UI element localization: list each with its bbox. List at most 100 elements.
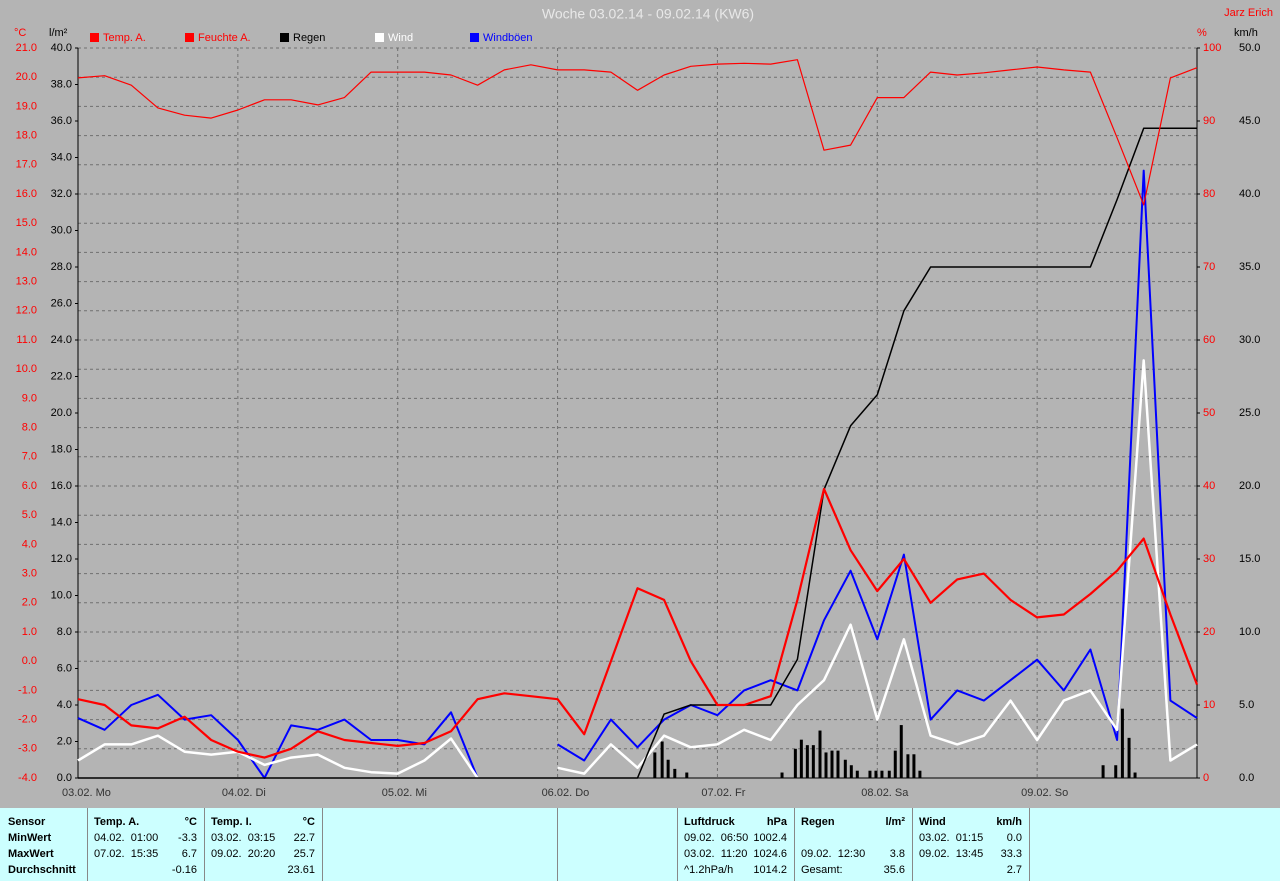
y-tick-label: -4.0 xyxy=(18,772,37,784)
y-tick-label: 70 xyxy=(1203,261,1215,273)
x-tick-label: 03.02. Mo xyxy=(62,787,111,799)
legend-label: Regen xyxy=(293,32,325,44)
y-tick-label: 5.0 xyxy=(1239,699,1254,711)
y-tick-label: 0 xyxy=(1203,772,1209,784)
rain-bar xyxy=(673,768,677,778)
cell-value: 1014.2 xyxy=(753,864,787,876)
y-tick-label: -3.0 xyxy=(18,743,37,755)
y-tick-label: 4.0 xyxy=(57,699,72,711)
cell-value: 2.7 xyxy=(1006,864,1022,876)
y-tick-label: 32.0 xyxy=(51,188,72,200)
legend-swatch xyxy=(90,33,99,42)
y-tick-label: -1.0 xyxy=(18,684,37,696)
y-axis-label: °C xyxy=(14,27,26,39)
rain-bar xyxy=(912,754,916,778)
rain-bar xyxy=(685,772,689,778)
rain-bar xyxy=(1101,765,1105,778)
y-tick-label: 50 xyxy=(1203,407,1215,419)
rain-bar xyxy=(868,770,872,778)
block-header: Luftdruck xyxy=(684,816,735,828)
y-tick-label: 2.0 xyxy=(22,597,37,609)
rain-bar xyxy=(1127,737,1131,778)
y-tick-label: 8.0 xyxy=(57,626,72,638)
x-tick-label: 08.02. Sa xyxy=(861,787,909,799)
cell-label: 03.02. 11:20 xyxy=(684,848,748,860)
stats-table: Sensor MinWert MaxWert Durchschnitt Temp. A.… xyxy=(0,808,1280,881)
y-tick-label: 30 xyxy=(1203,553,1215,565)
y-tick-label: 24.0 xyxy=(51,334,72,346)
legend-label: Temp. A. xyxy=(103,32,146,44)
y-tick-label: 0.0 xyxy=(22,655,37,667)
cell-value: 3.8 xyxy=(889,848,905,860)
rain-bar xyxy=(1114,765,1118,778)
chart-title: Woche 03.02.14 - 09.02.14 (KW6) xyxy=(542,6,754,22)
rain-bar xyxy=(893,750,897,778)
y-tick-label: 0.0 xyxy=(1239,772,1254,784)
author: Jarz Erich xyxy=(1224,7,1273,19)
y-tick-label: 35.0 xyxy=(1239,261,1260,273)
block-unit: km/h xyxy=(996,816,1022,828)
y-tick-label: 9.0 xyxy=(22,392,37,404)
column-divider xyxy=(0,808,88,881)
y-tick-label: 10.0 xyxy=(51,589,72,601)
y2-axis-label: % xyxy=(1197,27,1207,39)
y-tick-label: 17.0 xyxy=(16,159,37,171)
cell-label: 09.02. 06:50 xyxy=(684,832,749,844)
y-tick-label: 3.0 xyxy=(22,568,37,580)
cell-label: ^1.2hPa/h xyxy=(684,864,734,876)
rain-bar xyxy=(818,730,822,778)
chart: Woche 03.02.14 - 09.02.14 (KW6) Jarz Eri… xyxy=(14,6,1273,799)
y-tick-label: 100 xyxy=(1203,42,1221,54)
cell-value: 6.7 xyxy=(181,848,197,860)
rain-bar xyxy=(780,772,784,778)
y-tick-label: -2.0 xyxy=(18,714,37,726)
column-divider xyxy=(678,808,795,881)
y-tick-label: 22.0 xyxy=(51,370,72,382)
rain-bar xyxy=(906,754,910,778)
y-tick-label: 15.0 xyxy=(1239,553,1260,565)
cell-label: 09.02. 12:30 xyxy=(801,848,866,860)
block-header: Regen xyxy=(801,816,835,828)
legend-swatch xyxy=(185,33,194,42)
rain-bar xyxy=(887,770,891,778)
rain-bar xyxy=(653,752,657,778)
y-tick-label: 20 xyxy=(1203,626,1215,638)
rain-bar xyxy=(793,748,797,778)
column-divider xyxy=(88,808,205,881)
y-tick-label: 18.0 xyxy=(51,443,72,455)
cell-label: 04.02. 01:00 xyxy=(94,832,159,844)
y-tick-label: 18.0 xyxy=(16,130,37,142)
y-tick-label: 25.0 xyxy=(1239,407,1260,419)
y-tick-label: 20.0 xyxy=(1239,480,1260,492)
y-tick-label: 45.0 xyxy=(1239,115,1260,127)
series-line xyxy=(77,487,1199,759)
y-tick-label: 16.0 xyxy=(51,480,72,492)
x-tick-label: 06.02. Do xyxy=(542,787,590,799)
cell-label: 09.02. 20:20 xyxy=(211,848,276,860)
y-tick-label: 10 xyxy=(1203,699,1215,711)
y-tick-label: 21.0 xyxy=(16,42,37,54)
cell-value: 1024.6 xyxy=(753,848,787,860)
cell-label: 03.02. 03:15 xyxy=(211,832,276,844)
rain-bar xyxy=(849,765,853,778)
y-tick-label: 5.0 xyxy=(22,509,37,521)
y-tick-label: 30.0 xyxy=(1239,334,1260,346)
cell-value: -0.16 xyxy=(171,864,197,876)
rain-bar xyxy=(830,750,834,778)
cell-value: -3.3 xyxy=(178,832,197,844)
row-label: Sensor xyxy=(8,816,46,828)
y-tick-label: 80 xyxy=(1203,188,1215,200)
y-tick-label: 16.0 xyxy=(16,188,37,200)
cell-label: Gesamt: xyxy=(801,864,843,876)
y-tick-label: 13.0 xyxy=(16,276,37,288)
legend-swatch xyxy=(470,33,479,42)
legend-label: Wind xyxy=(388,32,413,44)
y-tick-label: 10.0 xyxy=(16,363,37,375)
legend-label: Windböen xyxy=(483,32,533,44)
series-line xyxy=(77,59,1198,206)
cell-label: 03.02. 01:15 xyxy=(919,832,984,844)
cell-value: 1002.4 xyxy=(753,832,787,844)
y3-axis-label: l/m² xyxy=(49,27,68,39)
legend-swatch xyxy=(375,33,384,42)
y-tick-label: 15.0 xyxy=(16,217,37,229)
